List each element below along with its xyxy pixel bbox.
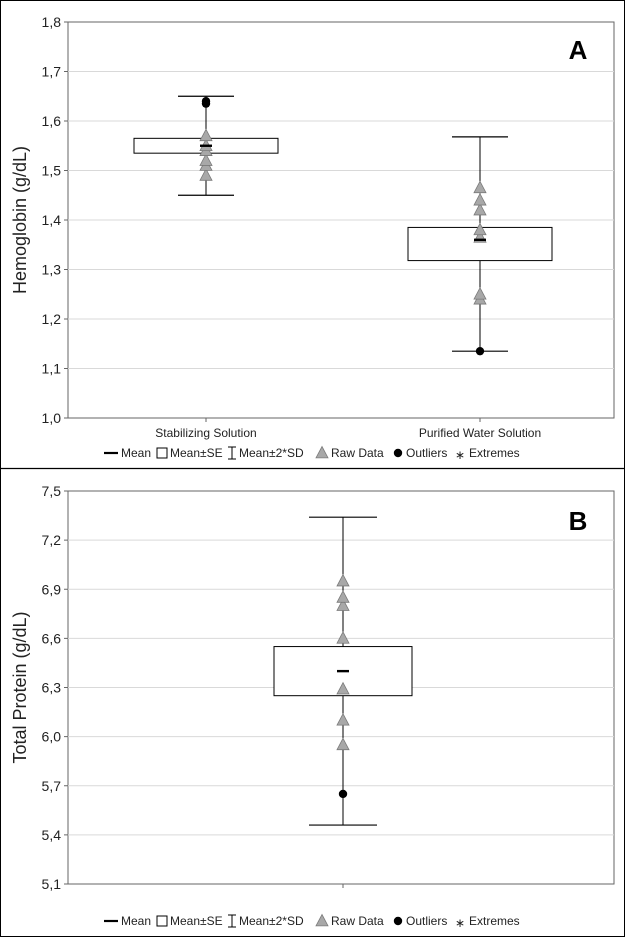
y-tick-label: 1,5 <box>42 163 62 179</box>
legend-raw-symbol <box>315 913 329 927</box>
raw-data-point <box>473 180 487 194</box>
y-tick-label: 6,6 <box>42 630 62 646</box>
y-tick-label: 1,1 <box>42 361 62 377</box>
outlier-point <box>338 789 348 799</box>
legend-extremes-symbol: ∗ <box>455 916 465 930</box>
y-tick-label: 1,2 <box>42 311 62 327</box>
legend-raw-label: Raw Data <box>331 914 384 928</box>
x-tick-label: Purified Water Solution <box>419 426 541 440</box>
legend-outlier-symbol <box>393 916 403 926</box>
legend-se-symbol <box>156 447 168 459</box>
group-1 <box>273 516 413 888</box>
raw-data-point <box>336 590 350 603</box>
raw-data-point <box>473 286 487 300</box>
legend-extremes-symbol: ∗ <box>455 448 465 462</box>
y-tick-label: 1,6 <box>42 113 62 129</box>
outlier-point <box>475 346 485 356</box>
y-tick-label: 6,3 <box>42 680 62 696</box>
legend-sd-label: Mean±2*SD <box>239 914 304 928</box>
legend: Mean Mean±SE Mean±2*SD Raw Data Outliers ∗ Ext… <box>104 445 520 462</box>
group-2: Purified Water Solution <box>407 136 553 440</box>
legend: Mean Mean±SE Mean±2*SD Raw Data Outliers ∗ Ext… <box>104 913 520 930</box>
y-tick-label: 1,3 <box>42 262 62 278</box>
raw-data-point <box>199 168 213 181</box>
legend-extremes-label: Extremes <box>469 914 520 928</box>
y-tick-label: 6,0 <box>42 729 62 745</box>
group-1: Stabilizing Solution <box>133 95 279 440</box>
legend-outlier-label: Outliers <box>406 446 447 460</box>
panel-letter: B <box>569 506 588 536</box>
legend-sd-label: Mean±2*SD <box>239 446 304 460</box>
raw-data-point <box>473 202 487 216</box>
y-tick-label: 1,8 <box>42 14 62 30</box>
raw-data-point <box>199 153 213 166</box>
y-tick-label: 7,2 <box>42 532 62 548</box>
raw-data-point <box>336 681 350 695</box>
raw-data-point <box>199 128 213 142</box>
y-tick-label: 1,0 <box>42 410 62 426</box>
y-axis-label: Total Protein (g/dL) <box>10 611 30 763</box>
y-axis-label: Hemoglobin (g/dL) <box>10 146 30 294</box>
outlier-point <box>201 97 211 106</box>
legend-se-symbol <box>156 915 168 927</box>
y-tick-label: 1,4 <box>42 212 62 228</box>
legend-se-label: Mean±SE <box>170 446 223 460</box>
legend-mean-label: Mean <box>121 914 151 928</box>
panel-b: 5,1 5,4 5,7 6,0 6,3 6,6 6,9 7,2 7,5 Total Protein… <box>10 483 615 930</box>
raw-data-point <box>336 573 350 587</box>
y-tick-label: 5,1 <box>42 876 62 892</box>
y-tick-label: 7,5 <box>42 483 62 499</box>
x-tick-label: Stabilizing Solution <box>155 426 256 440</box>
raw-data-point <box>336 712 350 726</box>
y-tick-label: 5,7 <box>42 778 62 794</box>
y-tick-label: 1,7 <box>42 64 62 80</box>
legend-se-label: Mean±SE <box>170 914 223 928</box>
legend-outlier-label: Outliers <box>406 914 447 928</box>
legend-raw-label: Raw Data <box>331 446 384 460</box>
raw-data-point <box>473 192 487 206</box>
panel-letter: A <box>569 35 588 65</box>
raw-data-point <box>336 598 350 611</box>
panel-a: 1,0 1,1 1,2 1,3 1,4 1,5 1,6 1,7 1,8 Hemoglobin (g… <box>10 14 615 462</box>
raw-data-point <box>336 631 350 644</box>
legend-raw-symbol <box>315 445 329 459</box>
legend-outlier-symbol <box>393 448 403 458</box>
y-tick-label: 5,4 <box>42 827 62 843</box>
raw-data-point <box>473 222 487 236</box>
legend-mean-label: Mean <box>121 446 151 460</box>
raw-data-point <box>336 737 350 751</box>
y-tick-label: 6,9 <box>42 581 62 597</box>
legend-extremes-label: Extremes <box>469 446 520 460</box>
